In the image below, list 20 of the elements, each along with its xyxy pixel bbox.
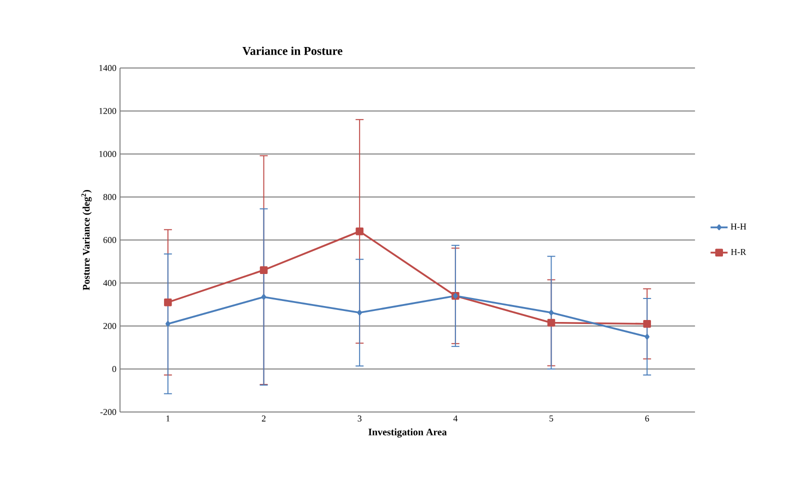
y-tick-label: 800 xyxy=(103,194,116,200)
chart-title: Variance in Posture xyxy=(242,46,342,56)
x-tick-label: 5 xyxy=(550,416,554,422)
x-tick-label: 4 xyxy=(453,416,458,422)
y-tick-label: 1200 xyxy=(99,108,116,114)
legend-label: H-R xyxy=(731,248,746,255)
x-tick-label: 3 xyxy=(358,416,362,422)
y-tick-label: 0 xyxy=(112,366,116,372)
y-tick-label: 200 xyxy=(103,322,116,330)
y-axis-title: Posture Variance (deg$^{2}$) xyxy=(81,190,92,290)
y-tick-label: 600 xyxy=(103,236,116,244)
x-tick-label: 1 xyxy=(166,416,170,422)
y-tick-label: 400 xyxy=(103,280,116,286)
x-tick-label: 6 xyxy=(645,416,650,422)
x-tick-label: 2 xyxy=(262,416,266,422)
legend-label: H-H xyxy=(730,224,746,230)
y-tick-label: 1000 xyxy=(99,150,116,158)
x-axis-title: Investigation Area xyxy=(368,428,447,438)
y-tick-label: -200 xyxy=(100,408,116,416)
y-tick-label: 1400 xyxy=(99,64,116,72)
